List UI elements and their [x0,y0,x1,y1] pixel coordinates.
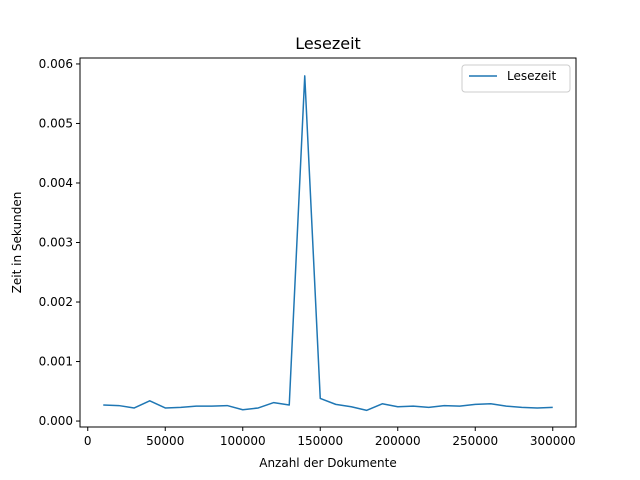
legend: Lesezeit [461,64,571,93]
tick-group: 0 50000 100000 150000 200000 250000 300000 0.00… [39,57,576,448]
x-tick-label: 0 [84,434,92,448]
series-line-lesezeit [103,75,553,412]
y-tick-label: 0.006 [39,57,73,71]
y-axis-label: Zeit in Sekunden [10,192,24,294]
y-tick-label: 0.000 [39,414,73,428]
axes-frame [79,57,577,428]
legend-label: Lesezeit [507,69,557,83]
x-tick-label: 200000 [375,434,421,448]
chart-title: Lesezeit [295,34,361,53]
y-tick-label: 0.002 [39,295,73,309]
x-tick-label: 250000 [452,434,498,448]
x-axis-label: Anzahl der Dokumente [259,456,397,470]
x-tick-label: 300000 [530,434,576,448]
y-tick-label: 0.003 [39,236,73,250]
series-group [103,75,553,412]
x-tick-label: 50000 [146,434,184,448]
x-tick-label: 100000 [220,434,266,448]
legend-box [461,64,571,93]
y-tick-label: 0.001 [39,355,73,369]
y-tick-label: 0.005 [39,116,73,130]
y-tick-label: 0.004 [39,176,73,190]
x-tick-label: 150000 [297,434,343,448]
